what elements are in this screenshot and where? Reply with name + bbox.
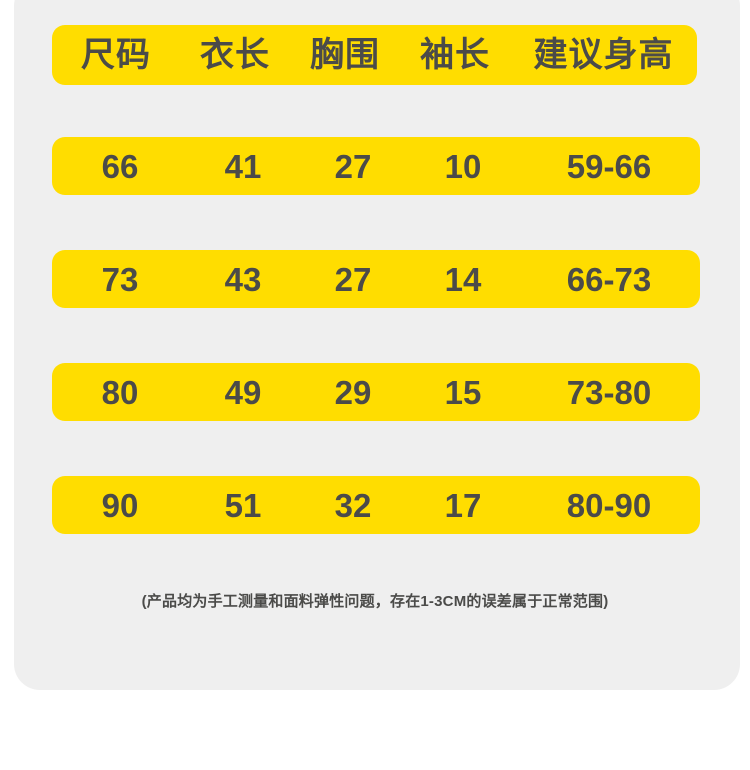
cell-chest: 29 [334,373,372,411]
cell-height: 66-73 [566,260,652,298]
table-header-row: 尺码 衣长 胸围 袖长 建议身高 [52,25,697,85]
header-cell-length: 衣长 [200,36,270,74]
cell-sleeve: 14 [444,260,482,298]
cell-length: 43 [224,260,262,298]
cell-height: 80-90 [566,486,652,524]
cell-sleeve: 17 [444,486,482,524]
cell-height: 59-66 [566,147,652,185]
header-cell-size: 尺码 [81,36,151,74]
cell-length: 41 [224,147,262,185]
cell-height: 73-80 [566,373,652,411]
cell-size: 90 [101,486,139,524]
cell-sleeve: 15 [444,373,482,411]
cell-length: 49 [224,373,262,411]
cell-length: 51 [224,486,262,524]
header-cell-sleeve: 袖长 [420,36,490,74]
cell-chest: 27 [334,260,372,298]
header-cell-chest: 胸围 [310,36,380,74]
cell-chest: 32 [334,486,372,524]
table-row: 66 41 27 10 59-66 [52,137,700,195]
cell-size: 66 [101,147,139,185]
header-cell-height: 建议身高 [533,36,674,74]
table-row: 73 43 27 14 66-73 [52,250,700,308]
cell-sleeve: 10 [444,147,482,185]
chart-panel-background [14,0,740,690]
table-row: 90 51 32 17 80-90 [52,476,700,534]
table-row: 80 49 29 15 73-80 [52,363,700,421]
cell-size: 73 [101,260,139,298]
cell-size: 80 [101,373,139,411]
measurement-disclaimer-note: (产品均为手工测量和面料弹性问题，存在1-3CM的误差属于正常范围) [141,593,609,610]
cell-chest: 27 [334,147,372,185]
